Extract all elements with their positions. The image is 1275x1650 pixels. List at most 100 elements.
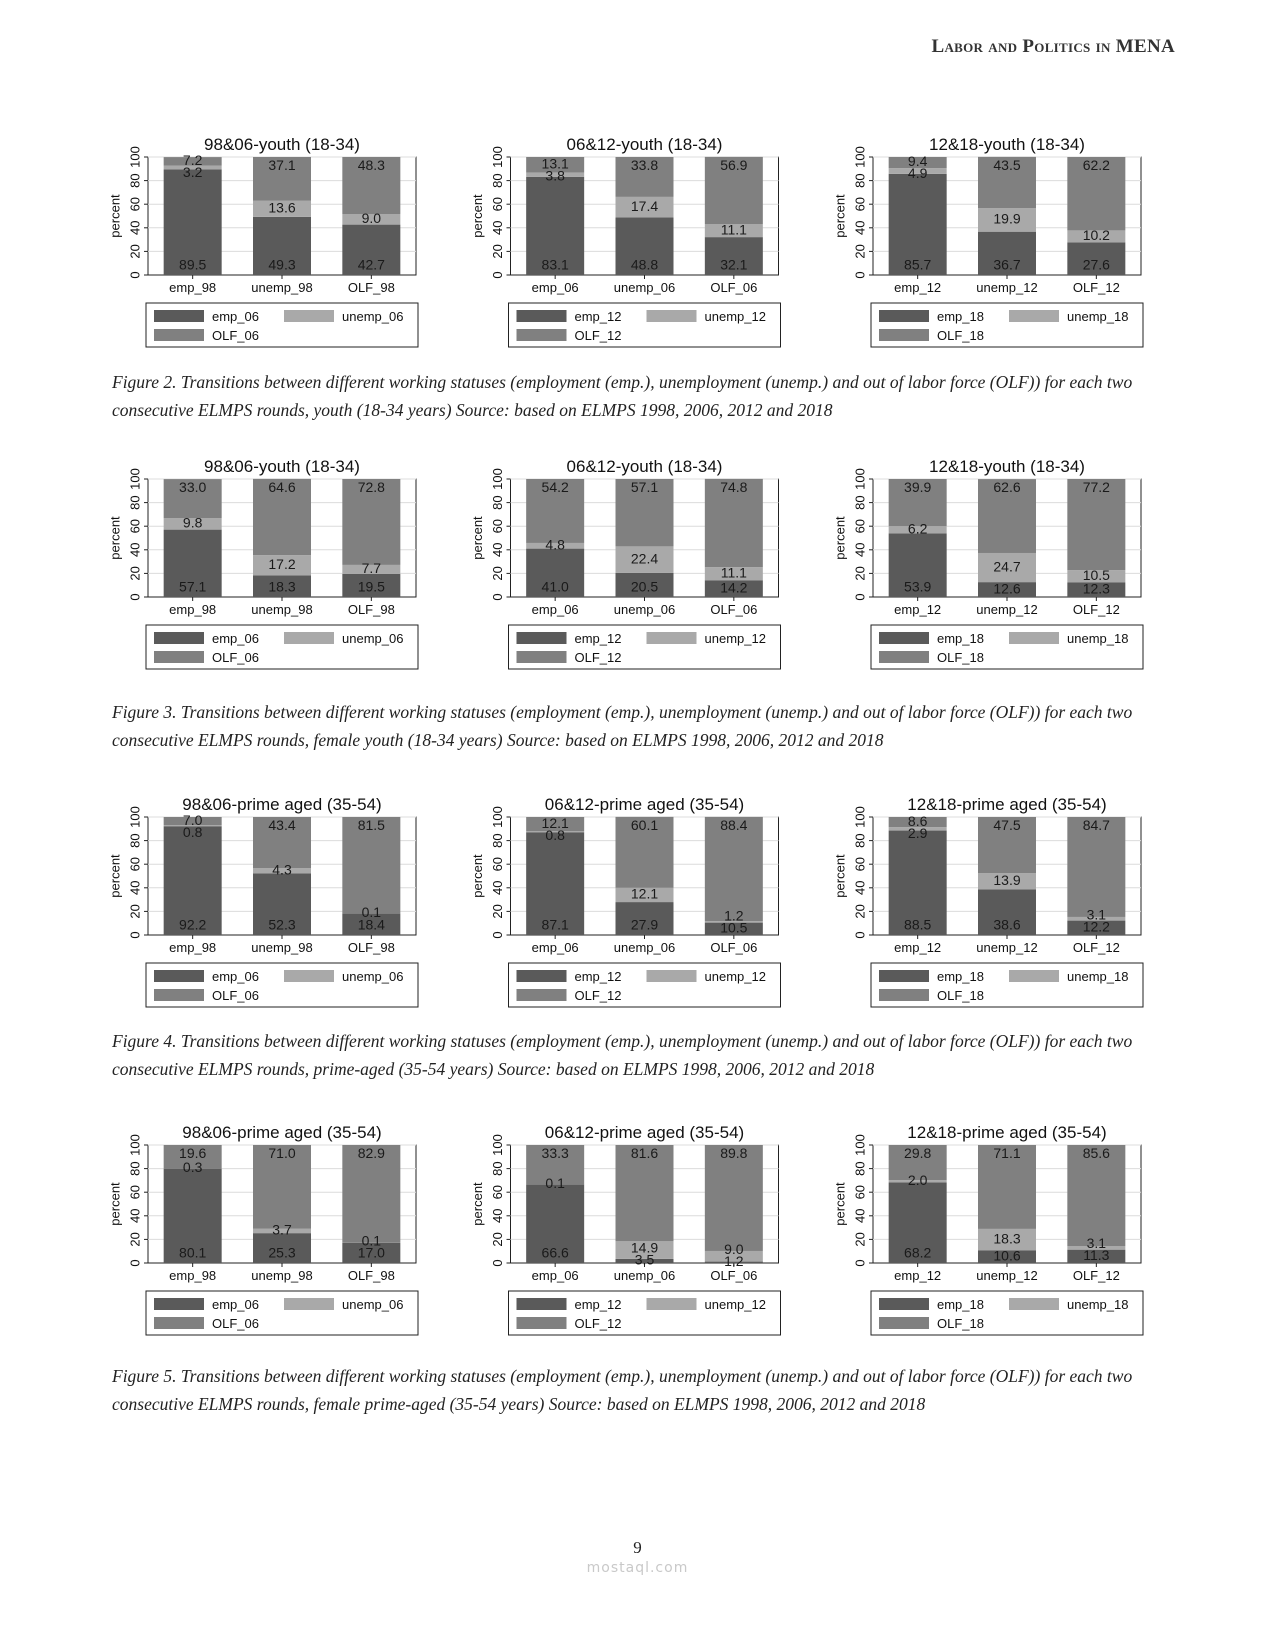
legend-swatch-emp_06: [154, 632, 204, 644]
legend-swatch-emp_12: [516, 970, 567, 982]
bar-segment-emp_12: [526, 176, 585, 275]
data-label-emp_12: 14.2: [720, 579, 747, 595]
bar-segment-OLF_18: [888, 817, 947, 828]
legend-label-unemp_06: unemp_06: [342, 631, 403, 646]
y-tick-label: 40: [127, 543, 142, 557]
y-axis-label: percent: [107, 516, 122, 560]
x-tick-label: OLF_06: [710, 1268, 757, 1283]
chart-panel-2: 06&12-youth (18-34) 0 20 40 60 80 100 percent em…: [470, 457, 781, 670]
bar-segment-emp_18: [978, 1250, 1036, 1263]
data-label-emp_18: 68.2: [904, 1244, 931, 1260]
x-tick-label: emp_12: [894, 1268, 941, 1283]
bar-segment-emp_06: [253, 1233, 311, 1263]
y-tick-label: 80: [490, 833, 505, 847]
y-tick-label: 60: [127, 857, 142, 871]
legend-swatch-unemp_12: [646, 970, 697, 982]
legend-label-emp_18: emp_18: [937, 1297, 984, 1312]
bar-segment-emp_06: [163, 169, 222, 275]
y-tick-label: 40: [852, 881, 867, 895]
bar-segment-emp_12: [526, 1184, 585, 1263]
y-tick-label: 0: [490, 593, 505, 600]
chart-panel-3: 12&18-prime aged (35-54) 0 20 40 60 80 100 perc…: [832, 1123, 1144, 1336]
bar-segment-emp_06: [163, 1168, 222, 1263]
y-tick-label: 60: [127, 1185, 142, 1199]
data-label-unemp_06: 3.2: [183, 164, 203, 180]
data-label-emp_06: 18.4: [358, 916, 385, 932]
y-tick-label: 40: [490, 221, 505, 235]
bar-segment-OLF_18: [978, 817, 1036, 874]
bar-segment-unemp_18: [978, 208, 1036, 232]
data-label-unemp_12: 4.8: [545, 536, 565, 552]
data-label-emp_12: 41.0: [542, 578, 569, 594]
data-label-emp_18: 12.6: [993, 580, 1020, 596]
y-tick-label: 100: [127, 1134, 142, 1156]
legend-swatch-unemp_18: [1009, 632, 1059, 644]
legend-label-unemp_12: unemp_12: [705, 969, 766, 984]
y-axis-label: percent: [832, 1182, 847, 1226]
bar-segment-emp_18: [888, 173, 947, 275]
legend-swatch-unemp_06: [284, 970, 334, 982]
data-label-unemp_06: 3.7: [272, 1222, 292, 1238]
x-tick-label: unemp_98: [251, 602, 312, 617]
chart-title: 12&18-prime aged (35-54): [907, 795, 1106, 814]
bar-segment-emp_12: [615, 1258, 674, 1263]
y-tick-label: 80: [127, 495, 142, 509]
bar-segment-OLF_12: [615, 479, 674, 547]
x-tick-label: emp_98: [169, 602, 216, 617]
chart-title: 12&18-youth (18-34): [929, 457, 1085, 476]
bar-segment-unemp_12: [526, 172, 585, 177]
bar-segment-emp_06: [253, 873, 311, 935]
legend-label-unemp_06: unemp_06: [342, 969, 403, 984]
bar-segment-emp_18: [1067, 1249, 1126, 1263]
data-label-emp_06: 92.2: [179, 916, 206, 932]
legend-swatch-emp_06: [154, 970, 204, 982]
legend-swatch-emp_18: [879, 310, 929, 322]
legend-swatch-OLF_18: [879, 651, 929, 663]
legend-swatch-OLF_06: [154, 1317, 204, 1329]
data-label-unemp_06: 0.8: [183, 824, 203, 840]
legend-swatch-unemp_18: [1009, 970, 1059, 982]
bar-segment-emp_06: [342, 224, 401, 275]
data-label-OLF_06: 37.1: [268, 157, 295, 173]
y-tick-label: 20: [490, 904, 505, 918]
data-label-unemp_18: 6.2: [908, 520, 928, 536]
x-tick-label: OLF_98: [348, 602, 395, 617]
chart-panel-2: 06&12-youth (18-34) 0 20 40 60 80 100 percent em…: [470, 135, 781, 348]
y-tick-label: 0: [127, 271, 142, 278]
y-tick-label: 60: [852, 857, 867, 871]
data-label-OLF_12: 33.8: [631, 157, 658, 173]
y-tick-label: 20: [490, 244, 505, 258]
y-tick-label: 80: [852, 1161, 867, 1175]
chart-title: 98&06-prime aged (35-54): [182, 795, 381, 814]
bar-segment-OLF_12: [704, 1145, 763, 1251]
data-label-OLF_18: 47.5: [993, 817, 1020, 833]
running-head: Labor and Politics in MENA: [931, 36, 1175, 57]
bar-segment-unemp_12: [704, 567, 763, 581]
bar-segment-unemp_06: [163, 518, 222, 530]
bar-segment-OLF_12: [615, 1145, 674, 1242]
bar-segment-unemp_06: [163, 165, 222, 170]
chart-panel-2: 06&12-prime aged (35-54) 0 20 40 60 80 100 perc…: [470, 795, 781, 1008]
x-tick-label: OLF_06: [710, 280, 757, 295]
figure-chart-svg: 98&06-prime aged (35-54) 0 20 40 60 80 100 perc…: [107, 795, 1144, 1008]
chart-panel-1: 98&06-prime aged (35-54) 0 20 40 60 80 100 perc…: [107, 1123, 419, 1336]
y-tick-label: 20: [852, 904, 867, 918]
y-tick-label: 20: [127, 1232, 142, 1246]
bar-segment-OLF_06: [342, 479, 401, 565]
legend-swatch-unemp_18: [1009, 1298, 1059, 1310]
data-label-unemp_06: 13.6: [268, 200, 295, 216]
y-tick-label: 60: [127, 197, 142, 211]
bar-segment-emp_12: [615, 572, 674, 597]
data-label-OLF_06: 64.6: [268, 479, 295, 495]
y-tick-label: 0: [852, 931, 867, 938]
bar-segment-emp_12: [615, 217, 674, 275]
bar-segment-emp_18: [978, 582, 1036, 597]
data-label-OLF_18: 85.6: [1083, 1145, 1110, 1161]
data-label-OLF_06: 19.6: [179, 1145, 206, 1161]
x-tick-label: OLF_98: [348, 280, 395, 295]
y-tick-label: 80: [852, 495, 867, 509]
bar-segment-OLF_06: [342, 817, 401, 914]
data-label-unemp_06: 0.1: [362, 904, 382, 920]
bar-segment-emp_12: [704, 922, 763, 935]
y-tick-label: 100: [852, 146, 867, 168]
